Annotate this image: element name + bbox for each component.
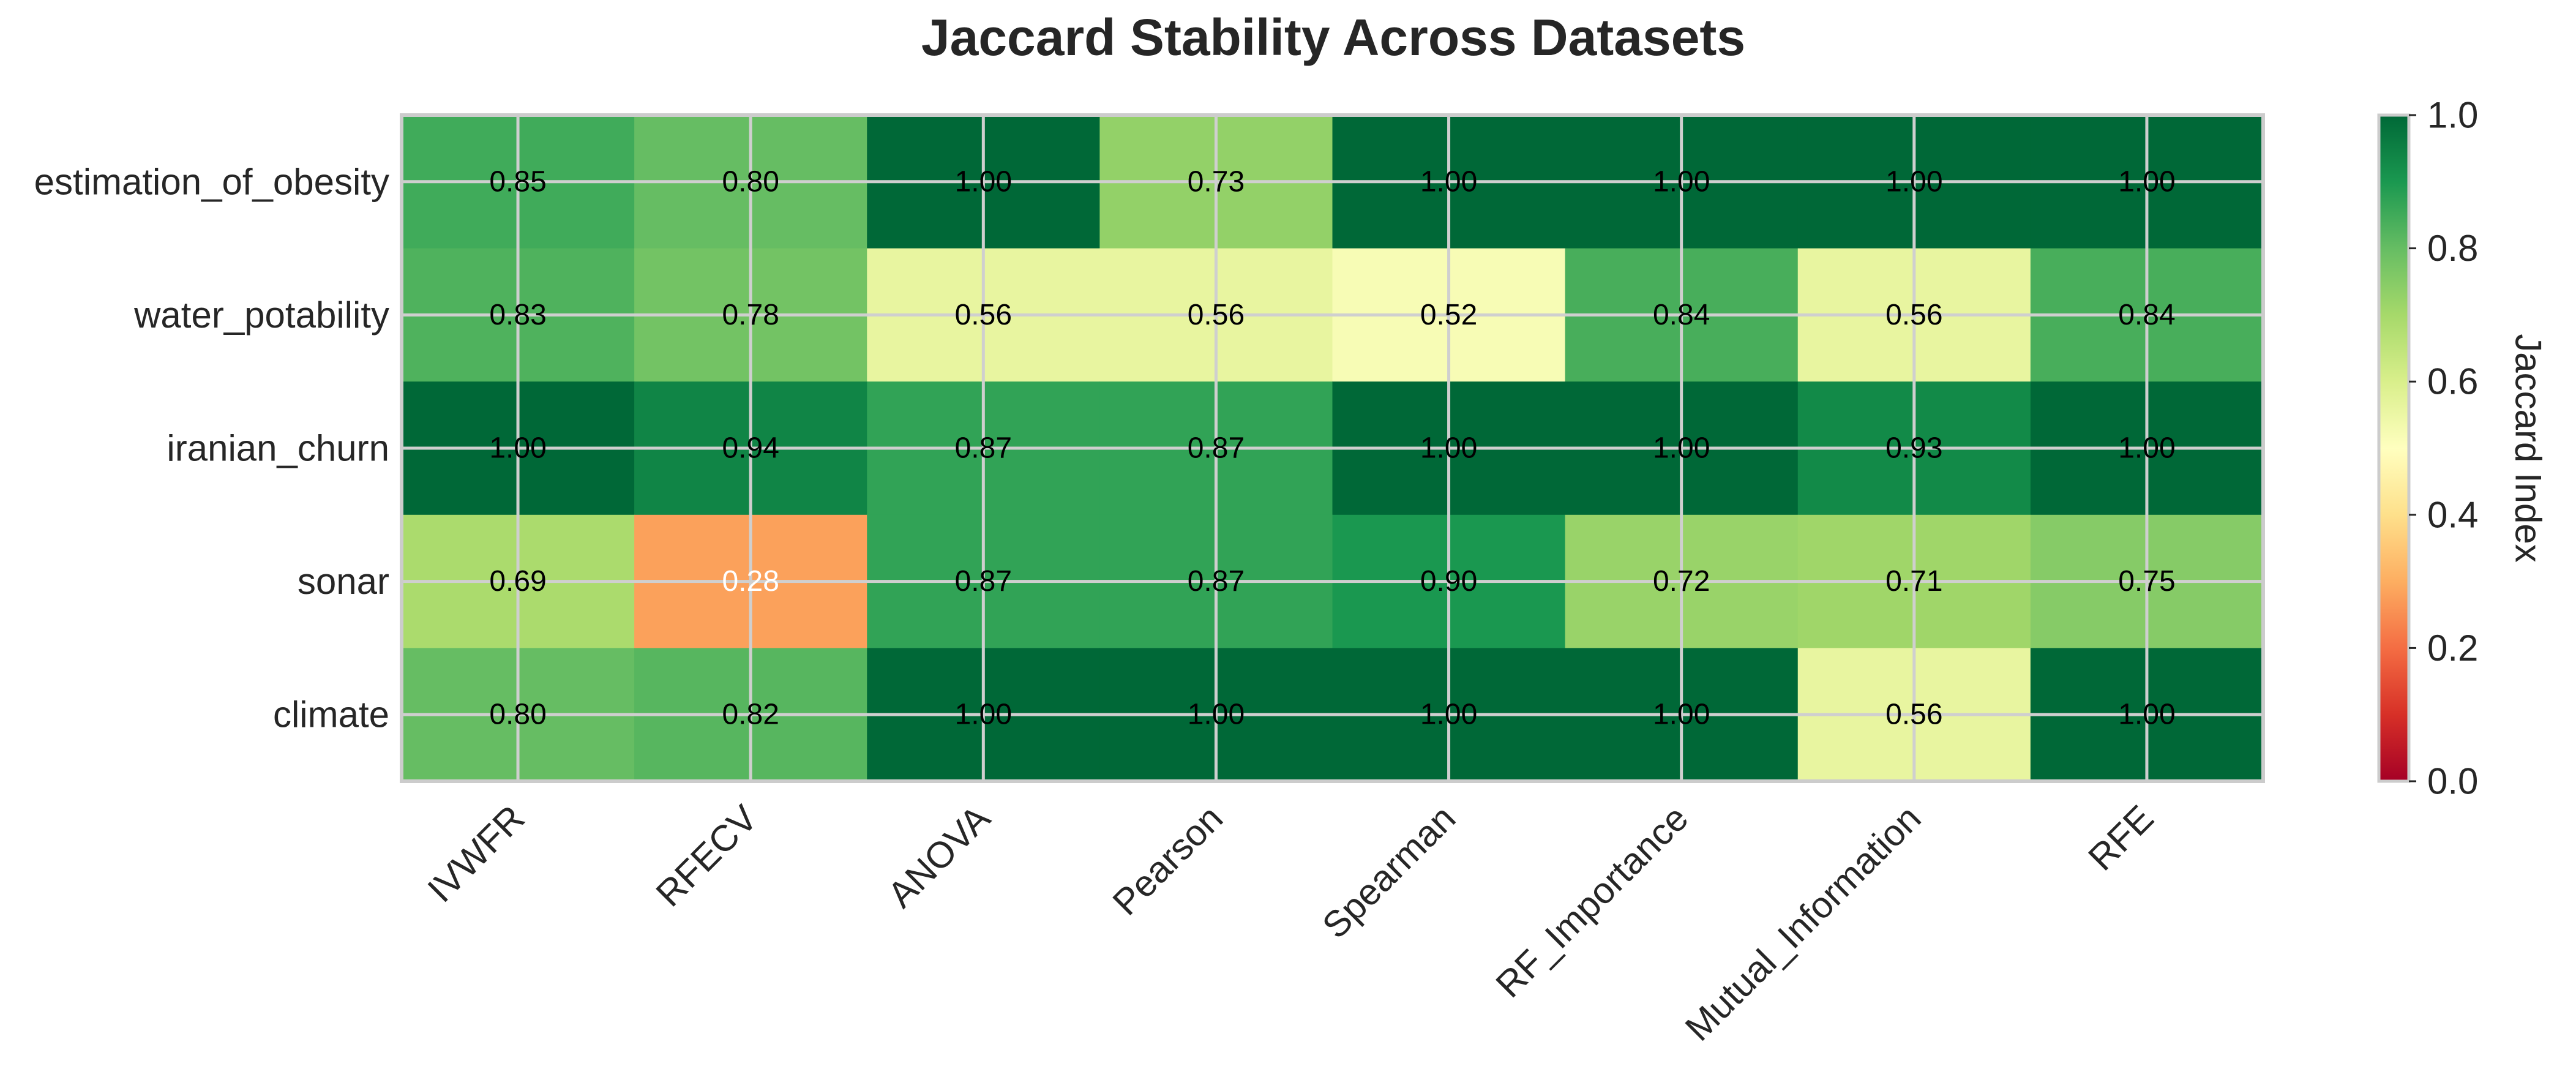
heatmap-cell-label: 1.00 <box>1653 165 1710 198</box>
heatmap-cell-label: 1.00 <box>1653 699 1710 731</box>
colorbar-tick-label: 0.0 <box>2427 761 2478 802</box>
colorbar-gradient <box>2377 113 2411 783</box>
column-label: RF_Importance <box>1488 797 1696 1005</box>
colorbar-tick-label: 0.4 <box>2427 494 2478 535</box>
heatmap-cell-label: 0.56 <box>1885 299 1942 331</box>
heatmap-cell-label: 0.82 <box>722 699 779 731</box>
heatmap-cell-label: 0.28 <box>722 565 779 598</box>
colorbar-label: Jaccard Index <box>2508 334 2549 563</box>
heatmap-cell-label: 0.71 <box>1885 565 1942 598</box>
colorbar-tick-label: 0.8 <box>2427 228 2478 269</box>
heatmap-cell-label: 0.56 <box>1885 699 1942 731</box>
heatmap-cell-label: 1.00 <box>955 699 1012 731</box>
row-label: sonar <box>298 561 389 602</box>
x-axis-tick-labels: IVWFR RFECV ANOVA Pearson Spearman RF_Importa… <box>420 797 2162 1049</box>
heatmap-cell-label: 1.00 <box>2118 699 2175 731</box>
heatmap-cell-label: 1.00 <box>489 432 546 465</box>
row-label: estimation_of_obesity <box>34 161 389 202</box>
heatmap-cell-label: 1.00 <box>1653 432 1710 465</box>
column-label: Mutual_Information <box>1677 797 1929 1049</box>
column-label: Spearman <box>1314 797 1463 946</box>
column-label: ANOVA <box>880 797 998 915</box>
heatmap-cell-label: 1.00 <box>1420 699 1477 731</box>
heatmap-cell-label: 0.80 <box>489 699 546 731</box>
heatmap-cell-label: 0.84 <box>1653 299 1710 331</box>
plot-frame <box>400 113 2265 783</box>
heatmap-cell-label: 0.90 <box>1420 565 1477 598</box>
row-label: iranian_churn <box>167 428 389 469</box>
colorbar-tick-label: 1.0 <box>2427 95 2478 136</box>
heatmap-cell-label: 1.00 <box>1420 432 1477 465</box>
heatmap-cell-label: 1.00 <box>1188 699 1245 731</box>
row-label: climate <box>273 694 389 735</box>
row-label: water_potability <box>133 294 389 336</box>
heatmap-cell-label: 0.87 <box>955 565 1012 598</box>
colorbar-ticks: 0.0 0.2 0.4 0.6 0.8 1.0 <box>2409 95 2478 802</box>
heatmap-cell-label: 0.56 <box>955 299 1012 331</box>
chart-title: Jaccard Stability Across Datasets <box>921 9 1745 66</box>
heatmap-cell-label: 0.80 <box>722 165 779 198</box>
heatmap-cell-label: 0.84 <box>2118 299 2175 331</box>
heatmap-cell-label: 0.73 <box>1188 165 1245 198</box>
heatmap-cell-label: 0.69 <box>489 565 546 598</box>
heatmap-cell-label: 0.94 <box>722 432 779 465</box>
colorbar: 0.0 0.2 0.4 0.6 0.8 1.0 Jaccard Index <box>2377 95 2549 802</box>
heatmap-value-labels: 0.85 0.80 1.00 0.73 1.00 1.00 1.00 1.00 0.83 0.78… <box>489 165 2175 730</box>
column-label: IVWFR <box>420 797 533 910</box>
heatmap-cell-label: 0.56 <box>1188 299 1245 331</box>
heatmap-cell-label: 1.00 <box>1420 165 1477 198</box>
heatmap-cell-label: 1.00 <box>1885 165 1942 198</box>
heatmap-cell-label: 1.00 <box>955 165 1012 198</box>
column-label: Pearson <box>1105 797 1230 923</box>
colorbar-tick-label: 0.2 <box>2427 628 2478 669</box>
column-label: RFE <box>2080 797 2161 878</box>
heatmap-cell-label: 1.00 <box>2118 432 2175 465</box>
heatmap-cell-label: 0.87 <box>955 432 1012 465</box>
heatmap-cell-label: 0.52 <box>1420 299 1477 331</box>
heatmap-cell-label: 0.87 <box>1188 432 1245 465</box>
heatmap-grid <box>402 115 2263 781</box>
heatmap-cell-label: 0.78 <box>722 299 779 331</box>
column-label: RFECV <box>648 797 765 914</box>
heatmap-cell-label: 0.85 <box>489 165 546 198</box>
heatmap-cell-label: 0.83 <box>489 299 546 331</box>
heatmap-cell-label: 1.00 <box>2118 165 2175 198</box>
heatmap-cell-label: 0.72 <box>1653 565 1710 598</box>
heatmap-cell-label: 0.93 <box>1885 432 1942 465</box>
y-axis-tick-labels: estimation_of_obesity water_potabilityira… <box>34 161 389 735</box>
heatmap-cell-label: 0.87 <box>1188 565 1245 598</box>
colorbar-tick-label: 0.6 <box>2427 361 2478 402</box>
heatmap-cell-label: 0.75 <box>2118 565 2175 598</box>
